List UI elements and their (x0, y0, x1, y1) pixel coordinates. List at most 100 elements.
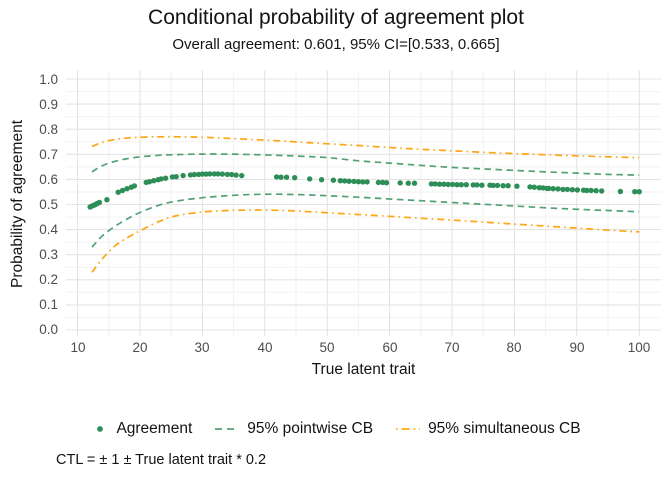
agreement-point (458, 182, 464, 188)
agreement-point (514, 183, 520, 189)
x-tick-label: 90 (569, 340, 585, 355)
agreement-point (292, 175, 298, 181)
agreement-point (233, 172, 239, 178)
y-tick-label: 0.4 (39, 222, 58, 237)
agreement-point (546, 185, 552, 192)
y-tick-label: 0.6 (39, 172, 58, 187)
agreement-point (490, 182, 496, 189)
agreement-point (151, 178, 157, 184)
y-tick-label: 0.7 (39, 147, 58, 162)
x-tick-label: 70 (444, 340, 460, 355)
confidence-band-line (91, 153, 640, 176)
agreement-point (617, 188, 624, 195)
agreement-point (355, 179, 362, 185)
confidence-band-line (91, 135, 640, 159)
agreement-point (375, 179, 382, 186)
chart-title: Conditional probability of agreement plo… (148, 6, 524, 29)
agreement-point (330, 177, 337, 183)
agreement-point (383, 180, 390, 186)
agreement-point (360, 179, 366, 185)
agreement-point (273, 174, 280, 180)
legend-label-agreement: Agreement (116, 420, 193, 437)
agreement-point (104, 197, 110, 203)
dash-dot-line-icon (396, 428, 421, 430)
agreement-point (124, 186, 130, 192)
agreement-point (162, 175, 169, 181)
legend-label-pointwise-cb: 95% pointwise CB (247, 420, 374, 437)
agreement-point (470, 182, 476, 188)
agreement-point (569, 187, 576, 193)
agreement-point (436, 181, 443, 187)
agreement-point (337, 178, 343, 184)
agreement-point (536, 185, 542, 191)
agreement-point (211, 171, 217, 177)
agreement-point (215, 171, 221, 177)
agreement-point (364, 179, 370, 185)
agreement-point (560, 186, 566, 193)
agreement-point (632, 189, 638, 195)
caption: CTL = ± 1 ± True latent trait * 0.2 (56, 452, 267, 468)
agreement-point (593, 188, 599, 194)
agreement-point (636, 189, 642, 195)
agreement-point (131, 183, 138, 189)
agreement-point (207, 171, 213, 177)
agreement-point (307, 176, 313, 182)
y-tick-label: 0.8 (39, 122, 58, 137)
agreement-point (463, 182, 469, 188)
agreement-point (588, 187, 594, 194)
agreement-point (454, 182, 460, 188)
agreement-point (397, 180, 403, 186)
x-tick-label: 100 (627, 340, 651, 355)
agreement-point (441, 181, 447, 187)
agreement-point (239, 172, 245, 179)
agreement-point (346, 178, 352, 184)
y-tick-label: 0.9 (39, 97, 58, 112)
agreement-point (229, 171, 235, 178)
agreement-point (555, 186, 561, 192)
agreement-point (158, 176, 164, 182)
agreement-point (428, 181, 435, 187)
agreement-point (115, 189, 121, 195)
x-tick-label: 40 (257, 340, 273, 355)
y-tick-label: 0.0 (39, 322, 58, 337)
legend-item-agreement: Agreement (91, 420, 192, 438)
agreement-point (479, 182, 485, 188)
y-tick-label: 0.2 (39, 272, 58, 287)
x-tick-label: 60 (382, 340, 398, 355)
agreement-point (119, 187, 126, 194)
agreement-point (494, 182, 501, 189)
agreement-point (432, 181, 438, 187)
agreement-point (527, 184, 533, 190)
y-tick-label: 0.3 (39, 247, 58, 262)
agreement-point (505, 183, 511, 189)
agreement-point (203, 171, 209, 177)
agreement-point (574, 187, 581, 193)
agreement-point (180, 172, 186, 179)
plot-panel (66, 70, 661, 336)
agreement-point (342, 178, 348, 184)
agreement-point (449, 181, 456, 188)
legend-item-pointwise-cb: 95% pointwise CB (214, 420, 373, 438)
agreement-point (169, 174, 176, 180)
agreement-point (219, 171, 226, 177)
agreement-point (278, 174, 284, 180)
agreement-point (500, 183, 506, 189)
agreement-point (283, 174, 290, 180)
agreement-point-icon (97, 426, 104, 432)
agreement-point (411, 180, 418, 186)
agreement-point (96, 199, 103, 206)
y-tick-label: 0.5 (39, 197, 58, 212)
y-tick-label: 1.0 (39, 72, 58, 87)
agreement-point (550, 186, 556, 192)
agreement-point (599, 188, 605, 194)
agreement-point (351, 178, 357, 185)
agreement-point (405, 180, 411, 186)
agreement-point (445, 181, 451, 188)
agreement-point (146, 179, 153, 185)
agreement-point (173, 174, 179, 180)
x-tick-label: 50 (319, 340, 335, 355)
x-tick-label: 80 (506, 340, 522, 355)
agreement-point (191, 171, 197, 178)
legend-item-simultaneous-cb: 95% simultaneous CB (395, 420, 581, 438)
